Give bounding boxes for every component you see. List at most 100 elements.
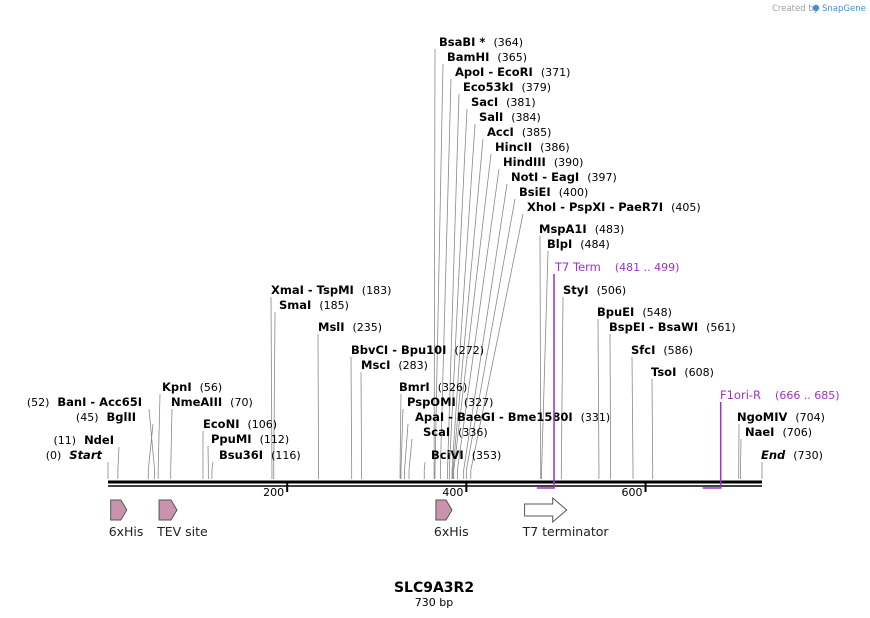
primer-label: T7 Term (481 .. 499) bbox=[554, 260, 679, 274]
site-label-bpuei[interactable]: BpuEI (548) bbox=[597, 305, 672, 319]
enzyme-name: XhoI - PspXI - PaeR7I bbox=[527, 200, 663, 214]
feature-tev-site[interactable]: TEV site bbox=[156, 499, 208, 539]
site-label-start[interactable]: (0) Start bbox=[46, 448, 103, 462]
site-position: (235) bbox=[353, 321, 383, 334]
site-leader-bglii bbox=[147, 423, 154, 479]
site-label-bsabi[interactable]: BsaBI * (364) bbox=[439, 35, 523, 49]
enzyme-name: BlpI bbox=[547, 237, 572, 251]
site-label-apai-baegi-bme1580i[interactable]: ApaI - BaeGI - Bme1580I (331) bbox=[415, 410, 610, 424]
site-label-naei[interactable]: NaeI (706) bbox=[745, 425, 812, 439]
site-position: (390) bbox=[554, 156, 584, 169]
site-label-saci[interactable]: SacI (381) bbox=[471, 95, 536, 109]
site-position: (706) bbox=[782, 426, 812, 439]
primer-f1ori-r[interactable]: F1ori-R (666 .. 685) bbox=[702, 388, 840, 489]
site-label-econi[interactable]: EcoNI (106) bbox=[203, 417, 277, 431]
site-position: (371) bbox=[541, 66, 571, 79]
site-label-msli[interactable]: MslI (235) bbox=[318, 320, 382, 334]
site-label-bani-acc65i[interactable]: (52) BanI - Acc65I bbox=[27, 395, 142, 409]
site-label-bamhi[interactable]: BamHI (365) bbox=[447, 50, 527, 64]
site-position: (70) bbox=[230, 396, 253, 409]
site-position: (608) bbox=[684, 366, 714, 379]
site-label-pspomi[interactable]: PspOMI (327) bbox=[407, 395, 493, 409]
enzyme-name: Start bbox=[69, 448, 102, 462]
site-label-ppumi[interactable]: PpuMI (112) bbox=[211, 432, 289, 446]
site-label-sfci[interactable]: SfcI (586) bbox=[631, 343, 693, 357]
axis-tick-label: 600 bbox=[622, 486, 643, 499]
site-position: (586) bbox=[663, 344, 693, 357]
site-label-acci[interactable]: AccI (385) bbox=[487, 125, 551, 139]
site-label-bsiei[interactable]: BsiEI (400) bbox=[519, 185, 588, 199]
site-label-ndei[interactable]: (11) NdeI bbox=[53, 433, 114, 447]
site-position: (386) bbox=[540, 141, 570, 154]
site-position: (283) bbox=[398, 359, 428, 372]
site-position: (405) bbox=[671, 201, 701, 214]
credit-brand[interactable]: SnapGene bbox=[822, 4, 866, 14]
primer-arrow bbox=[536, 274, 555, 489]
site-position: (483) bbox=[595, 223, 625, 236]
primer-name: T7 Term bbox=[554, 260, 601, 274]
primer-label: F1ori-R (666 .. 685) bbox=[720, 388, 840, 402]
enzyme-name: PpuMI bbox=[211, 432, 252, 446]
site-label-nmeaiii[interactable]: NmeAIII (70) bbox=[171, 395, 253, 409]
site-label-bbvci-bpu10i[interactable]: BbvCI - Bpu10I (272) bbox=[351, 343, 484, 357]
site-label-ngomiv[interactable]: NgoMIV (704) bbox=[737, 410, 825, 424]
site-label-bsu36i[interactable]: Bsu36I (116) bbox=[219, 448, 301, 462]
site-leader-tsoi bbox=[651, 378, 654, 479]
site-leader-bspei-bsawi bbox=[609, 333, 611, 479]
primer-t7-term[interactable]: T7 Term (481 .. 499) bbox=[536, 260, 680, 489]
terminator-arrow-icon bbox=[524, 496, 568, 524]
site-leader-naei bbox=[740, 438, 742, 479]
site-label-apoi-ecori[interactable]: ApoI - EcoRI (371) bbox=[455, 65, 570, 79]
site-position: (0) bbox=[46, 449, 62, 462]
site-label-smai[interactable]: SmaI (185) bbox=[279, 298, 349, 312]
site-label-bglii[interactable]: (45) BglII bbox=[76, 410, 136, 424]
site-label-sali[interactable]: SalI (384) bbox=[479, 110, 541, 124]
site-label-hindiii[interactable]: HindIII (390) bbox=[503, 155, 583, 169]
enzyme-name: BbvCI - Bpu10I bbox=[351, 343, 446, 357]
site-leader-bcivi bbox=[423, 461, 426, 479]
enzyme-name: BsaBI * bbox=[439, 35, 485, 49]
feature-label: 6xHis bbox=[434, 524, 469, 539]
site-leader-apai-baegi-bme1580i bbox=[404, 423, 409, 479]
feature-6xhis[interactable]: 6xHis bbox=[109, 499, 144, 539]
site-leader-sfci bbox=[631, 356, 634, 479]
feature-6xhis[interactable]: 6xHis bbox=[434, 499, 469, 539]
enzyme-name: NmeAIII bbox=[171, 395, 222, 409]
site-leader-saci bbox=[448, 108, 468, 479]
site-position: (385) bbox=[522, 126, 552, 139]
site-label-bcivi[interactable]: BciVI (353) bbox=[431, 448, 501, 462]
enzyme-name: HincII bbox=[495, 140, 532, 154]
primer-name: F1ori-R bbox=[720, 388, 761, 402]
site-label-kpni[interactable]: KpnI (56) bbox=[162, 380, 222, 394]
site-label-hincii[interactable]: HincII (386) bbox=[495, 140, 570, 154]
site-label-noti-eagi[interactable]: NotI - EagI (397) bbox=[511, 170, 617, 184]
site-label-scai[interactable]: ScaI (336) bbox=[423, 425, 488, 439]
feature-t7-terminator[interactable]: T7 terminator bbox=[522, 496, 610, 539]
site-label-blpi[interactable]: BlpI (484) bbox=[547, 237, 610, 251]
enzyme-name: End bbox=[761, 448, 786, 462]
site-label-xhoi-pspxi-paer7i[interactable]: XhoI - PspXI - PaeR7I (405) bbox=[527, 200, 701, 214]
site-label-styi[interactable]: StyI (506) bbox=[563, 283, 626, 297]
site-position: (116) bbox=[271, 449, 301, 462]
enzyme-name: ApaI - BaeGI - Bme1580I bbox=[415, 410, 573, 424]
site-leader-msli bbox=[317, 333, 319, 479]
site-labels: BsaBI * (364)BamHI (365)ApoI - EcoRI (371)E… bbox=[27, 35, 825, 462]
site-label-xmai-tspmi[interactable]: XmaI - TspMI (183) bbox=[271, 283, 391, 297]
site-leader-sali bbox=[451, 123, 476, 479]
site-position: (326) bbox=[438, 381, 468, 394]
site-position: (561) bbox=[706, 321, 736, 334]
site-label-msci[interactable]: MscI (283) bbox=[361, 358, 428, 372]
site-label-mspa1i[interactable]: MspA1I (483) bbox=[539, 222, 624, 236]
site-label-bspei-bsawi[interactable]: BspEI - BsaWI (561) bbox=[609, 320, 736, 334]
site-leader-xhoi-pspxi-paer7i bbox=[470, 213, 524, 479]
site-leader-bamhi bbox=[434, 63, 444, 479]
site-position: (331) bbox=[581, 411, 611, 424]
site-leader-msci bbox=[360, 371, 362, 479]
site-label-eco53ki[interactable]: Eco53kI (379) bbox=[463, 80, 551, 94]
enzyme-name: NotI - EagI bbox=[511, 170, 579, 184]
site-position: (704) bbox=[795, 411, 825, 424]
site-label-tsoi[interactable]: TsoI (608) bbox=[651, 365, 714, 379]
site-label-bmri[interactable]: BmrI (326) bbox=[399, 380, 467, 394]
site-label-end[interactable]: End (730) bbox=[761, 448, 823, 462]
site-position: (112) bbox=[260, 433, 290, 446]
